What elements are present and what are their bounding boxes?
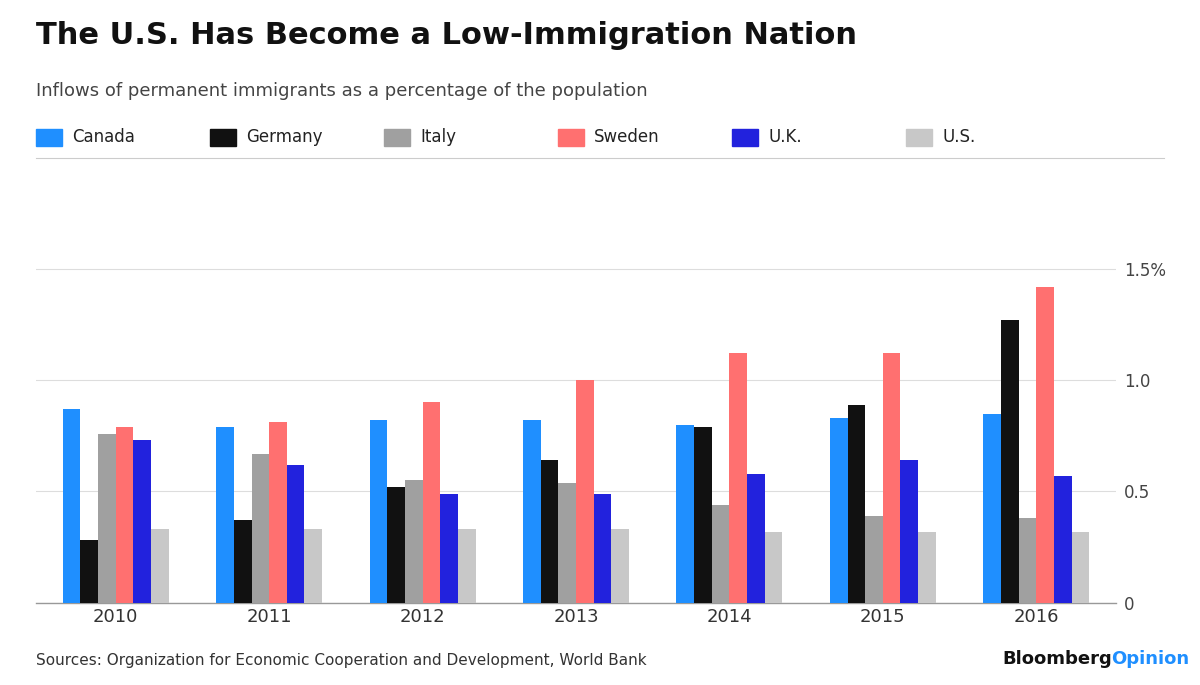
- Bar: [712, 505, 730, 603]
- Bar: [440, 494, 458, 603]
- Bar: [748, 474, 764, 603]
- Bar: [694, 427, 712, 603]
- Bar: [594, 494, 611, 603]
- Bar: [1001, 320, 1019, 603]
- Bar: [98, 434, 115, 603]
- Bar: [388, 487, 404, 603]
- Bar: [523, 421, 541, 603]
- Text: The U.S. Has Become a Low-Immigration Nation: The U.S. Has Become a Low-Immigration Na…: [36, 21, 857, 49]
- Bar: [983, 414, 1001, 603]
- Bar: [1019, 518, 1037, 603]
- Bar: [918, 532, 936, 603]
- Bar: [900, 460, 918, 603]
- Bar: [865, 516, 883, 603]
- Text: U.S.: U.S.: [942, 128, 976, 146]
- Bar: [404, 480, 422, 603]
- Text: Opinion: Opinion: [1111, 650, 1189, 668]
- Bar: [764, 532, 782, 603]
- Bar: [422, 402, 440, 603]
- Bar: [541, 460, 558, 603]
- Bar: [830, 418, 847, 603]
- Bar: [370, 421, 388, 603]
- Bar: [115, 427, 133, 603]
- Bar: [234, 521, 252, 603]
- Bar: [287, 464, 305, 603]
- Bar: [576, 380, 594, 603]
- Bar: [62, 409, 80, 603]
- Text: Germany: Germany: [246, 128, 323, 146]
- Bar: [883, 353, 900, 603]
- Bar: [558, 482, 576, 603]
- Bar: [305, 530, 322, 603]
- Text: Sources: Organization for Economic Cooperation and Development, World Bank: Sources: Organization for Economic Coope…: [36, 653, 647, 668]
- Bar: [847, 405, 865, 603]
- Bar: [252, 453, 269, 603]
- Bar: [677, 425, 694, 603]
- Text: Sweden: Sweden: [594, 128, 660, 146]
- Bar: [151, 530, 169, 603]
- Bar: [458, 530, 475, 603]
- Bar: [611, 530, 629, 603]
- Bar: [133, 440, 151, 603]
- Text: U.K.: U.K.: [768, 128, 802, 146]
- Text: Bloomberg: Bloomberg: [1002, 650, 1111, 668]
- Bar: [269, 423, 287, 603]
- Bar: [80, 540, 98, 603]
- Bar: [216, 427, 234, 603]
- Bar: [1054, 476, 1072, 603]
- Text: Canada: Canada: [72, 128, 134, 146]
- Bar: [730, 353, 748, 603]
- Bar: [1072, 532, 1090, 603]
- Bar: [1037, 287, 1054, 603]
- Text: Italy: Italy: [420, 128, 456, 146]
- Text: Inflows of permanent immigrants as a percentage of the population: Inflows of permanent immigrants as a per…: [36, 82, 648, 100]
